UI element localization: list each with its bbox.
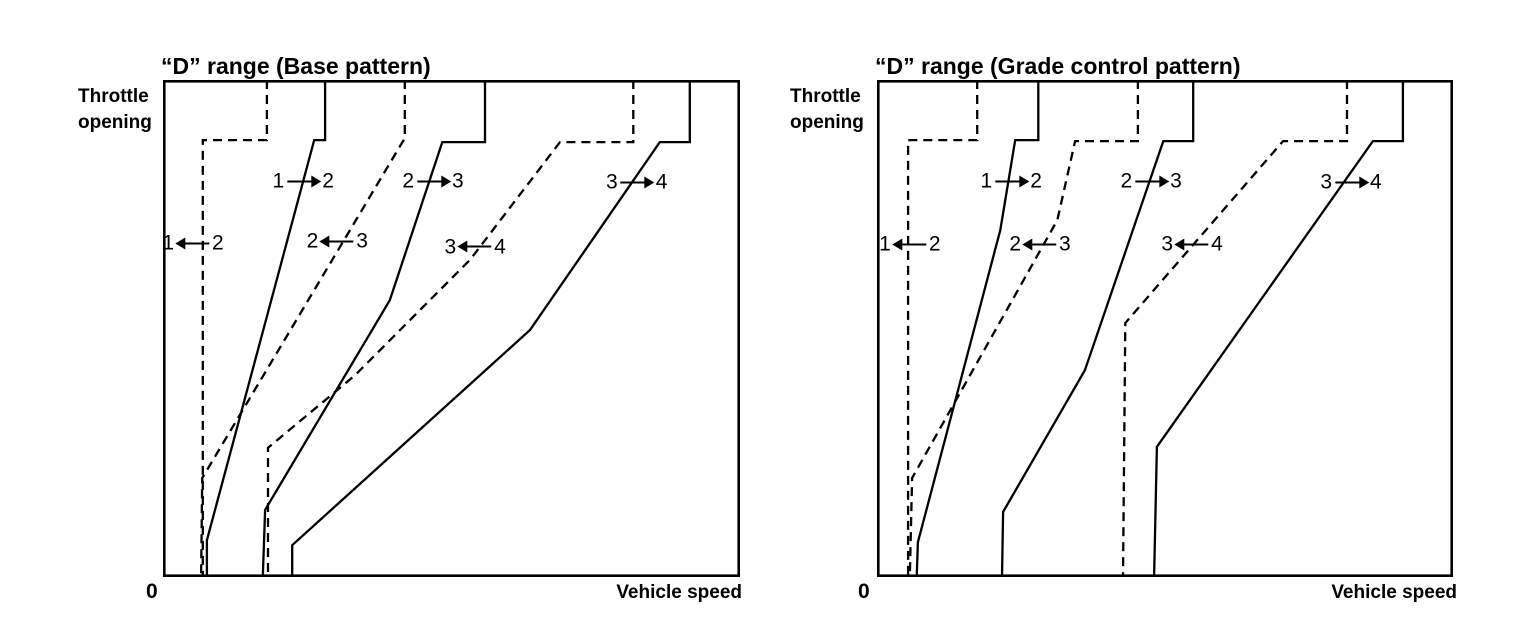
right-arrow-icon (287, 175, 322, 188)
shift-curves-svg (877, 80, 1453, 577)
chart-title-grade-control-pattern: “D” range (Grade control pattern) (875, 53, 1241, 80)
left-arrow-icon (1022, 238, 1056, 250)
downshift-3-2-line (199, 80, 406, 577)
downshift-4-3-line (1121, 80, 1349, 577)
plot-frame (163, 80, 740, 577)
right-arrow-icon (995, 175, 1030, 188)
upshift-3-4-line (1152, 80, 1405, 577)
downshift-3-2-line (908, 80, 1140, 577)
gear-number: 2 (322, 169, 334, 193)
gear-number: 3 (1059, 232, 1071, 256)
gear-number: 2 (306, 229, 319, 253)
gear-number: 2 (1009, 232, 1021, 256)
shift-curves-svg (163, 80, 740, 577)
gear-number: 2 (402, 169, 415, 193)
chart-title-base-pattern: “D” range (Base pattern) (161, 53, 431, 80)
gear-number: 2 (1030, 169, 1042, 193)
gear-number: 3 (1320, 170, 1333, 194)
gear-number: 1 (980, 169, 993, 193)
upshift-2-3-line (1000, 80, 1195, 577)
gear-number: 4 (655, 170, 668, 194)
left-arrow-icon (457, 240, 492, 253)
gear-number: 4 (1370, 170, 1382, 194)
gear-number: 3 (1161, 232, 1174, 256)
left-arrow-icon (891, 238, 926, 250)
upshift-2-3-line (261, 80, 487, 577)
right-arrow-icon (1335, 176, 1370, 189)
upshift-1-2-line (205, 80, 327, 577)
x-axis-label-vehicle-speed: Vehicle speed (1331, 582, 1457, 603)
y-axis-label-throttle-opening: Throttle opening (790, 86, 864, 133)
right-arrow-icon (417, 175, 452, 188)
gear-number: 1 (272, 169, 285, 193)
gear-number: 1 (162, 231, 174, 255)
origin-zero-label: 0 (858, 580, 870, 603)
gear-number: 2 (1120, 169, 1133, 193)
downshift-2-1-line (906, 80, 979, 577)
x-axis-label-vehicle-speed: Vehicle speed (616, 582, 742, 603)
upshift-3-4-line (291, 80, 691, 577)
gear-number: 2 (212, 231, 224, 255)
gear-number: 3 (452, 169, 464, 193)
gear-number: 2 (928, 232, 941, 256)
gear-number: 4 (494, 235, 506, 259)
gear-number: 3 (356, 229, 368, 253)
gear-number: 1 (879, 232, 891, 256)
gear-number: 3 (444, 235, 457, 259)
right-arrow-icon (1135, 175, 1170, 188)
y-axis-label-throttle-opening: Throttle opening (78, 86, 152, 133)
downshift-4-3-line (266, 80, 635, 577)
gear-number: 4 (1211, 232, 1223, 256)
left-arrow-icon (1174, 238, 1209, 250)
plot-frame (877, 80, 1453, 577)
gear-number: 3 (606, 170, 618, 194)
upshift-1-2-line (915, 80, 1040, 577)
gear-number: 3 (1170, 169, 1182, 193)
left-arrow-icon (319, 235, 354, 248)
right-arrow-icon (620, 176, 655, 189)
left-arrow-icon (175, 237, 209, 250)
origin-zero-label: 0 (146, 580, 158, 603)
downshift-2-1-line (201, 80, 269, 577)
